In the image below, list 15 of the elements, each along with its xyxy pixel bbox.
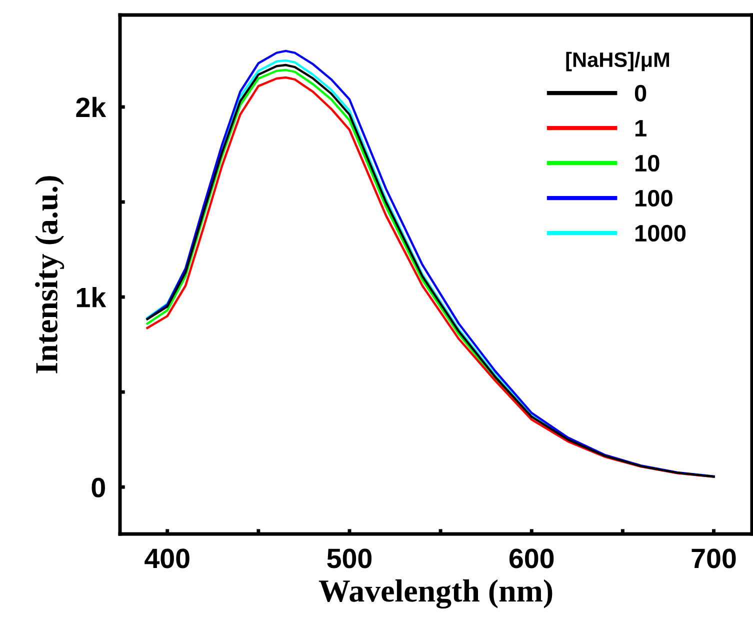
x-tick-label: 700: [692, 548, 736, 568]
y-tick-label: 0: [92, 478, 105, 498]
legend-title: [NaHS]/μM: [566, 52, 670, 72]
x-tick-label: 500: [327, 548, 372, 568]
x-tick-label: 600: [509, 548, 554, 568]
x-tick-label: 400: [144, 548, 190, 568]
legend-label: 1000: [635, 224, 686, 242]
legend-label: 0: [634, 84, 646, 102]
y-tick-label: 2k: [76, 96, 106, 118]
legend-label: 10: [635, 154, 660, 172]
x-axis-title: Wavelength (nm): [318, 579, 552, 609]
legend-label: 100: [635, 190, 672, 207]
y-axis-title: Intensity (a.u.): [35, 176, 64, 374]
legend-label: 1: [635, 120, 646, 136]
y-tick-label: 1k: [76, 286, 106, 308]
